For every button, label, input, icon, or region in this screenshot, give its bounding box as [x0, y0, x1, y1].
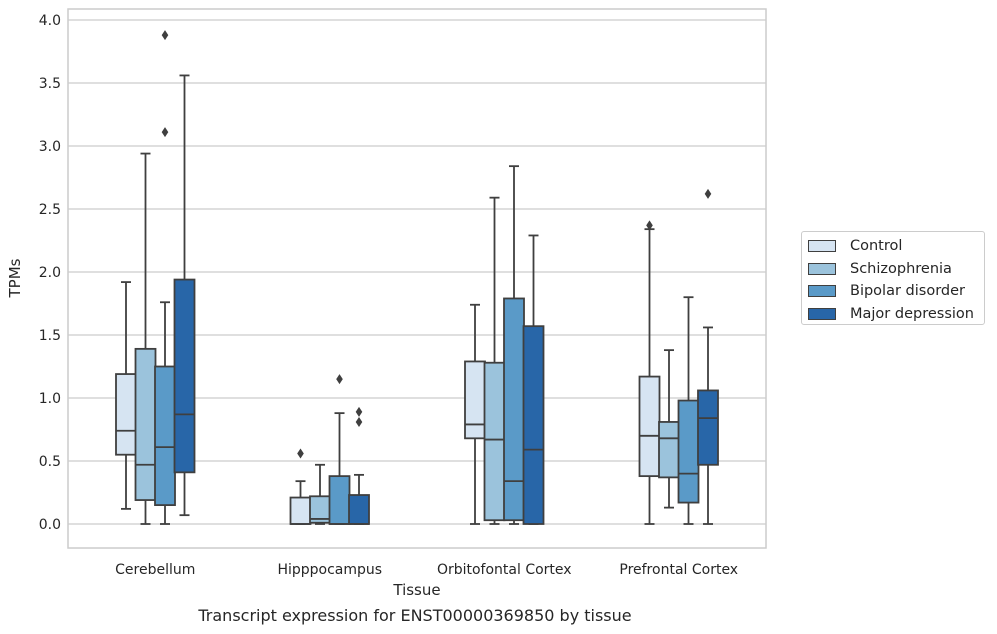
legend-label: Control [850, 238, 903, 254]
y-tick-label: 1.0 [39, 391, 61, 407]
y-axis-label: TPMs [6, 258, 24, 298]
legend: Control Schizophrenia Bipolar disorder Majo… [801, 231, 985, 325]
box-2-0 [464, 303, 486, 525]
box-iqr [115, 373, 137, 456]
plot-area-frame [67, 8, 767, 549]
box-2-2 [503, 165, 525, 525]
box-iqr [173, 278, 196, 474]
box-1-2 [328, 374, 351, 525]
legend-label: Major depression [850, 305, 974, 322]
outlier-point [355, 416, 363, 427]
box-iqr [289, 496, 312, 525]
outlier-point [355, 406, 363, 417]
legend-swatch [808, 240, 836, 252]
box-2-3 [522, 234, 545, 525]
y-tick-label: 2.5 [39, 202, 61, 218]
x-tick-label: Prefrontal Cortex [619, 562, 738, 578]
legend-swatch [808, 307, 836, 320]
y-tick-label: 3.5 [39, 76, 61, 92]
outlier-point [646, 220, 653, 231]
y-tick-label: 1.5 [39, 328, 61, 344]
box-0-2 [154, 30, 176, 525]
box-1-3 [348, 406, 370, 525]
outlier-point [161, 127, 169, 138]
box-iqr [697, 389, 719, 466]
box-iqr [154, 365, 176, 507]
box-1-1 [309, 463, 331, 525]
x-tick-label: Orbitofontal Cortex [437, 562, 572, 578]
box-iqr [464, 360, 486, 440]
box-3-0 [638, 220, 661, 525]
legend-swatch [808, 262, 836, 275]
box-iqr [638, 375, 661, 478]
x-tick-label: Cerebellum [115, 562, 195, 578]
box-0-3 [173, 74, 196, 517]
box-3-1 [658, 349, 680, 509]
legend-item: Major depression [808, 304, 974, 324]
outlier-point [704, 188, 712, 199]
legend-item: Bipolar disorder [808, 281, 965, 301]
y-tick-label: 2.0 [39, 265, 61, 281]
x-axis-label: Tissue [392, 581, 440, 599]
box-iqr [328, 475, 351, 525]
box-iqr [134, 347, 157, 501]
y-tick-label: 3.0 [39, 139, 61, 155]
box-iqr [677, 399, 700, 504]
outlier-point [336, 374, 343, 385]
box-0-1 [134, 152, 157, 525]
outlier-point [161, 30, 169, 41]
chart-caption: Transcript expression for ENST0000036985… [198, 606, 632, 625]
axis-ticks: 0.0 0.5 1.0 1.5 2.0 2.5 3.0 3.5 4.0 Cerebellum Hip… [39, 13, 738, 578]
box-iqr [503, 297, 525, 522]
y-tick-label: 0.0 [39, 517, 61, 533]
legend-item: Control [808, 236, 902, 256]
box-1-0 [289, 448, 312, 525]
box-iqr [522, 325, 545, 525]
y-tick-label: 0.5 [39, 454, 61, 470]
box-3-2 [677, 296, 700, 525]
box-iqr [658, 421, 680, 479]
legend-item: Schizophrenia [808, 259, 952, 279]
legend-swatch [808, 285, 836, 297]
box-iqr [483, 361, 506, 522]
box-0-0 [115, 281, 137, 510]
box-3-3 [697, 188, 719, 525]
x-tick-label: Hipppocampus [277, 562, 382, 578]
outlier-point [297, 448, 304, 459]
legend-label: Bipolar disorder [850, 283, 965, 299]
box-plot-boxes [115, 30, 719, 525]
box-2-1 [483, 196, 506, 525]
legend-label: Schizophrenia [850, 260, 952, 277]
box-iqr [348, 494, 370, 525]
y-tick-label: 4.0 [39, 13, 61, 29]
